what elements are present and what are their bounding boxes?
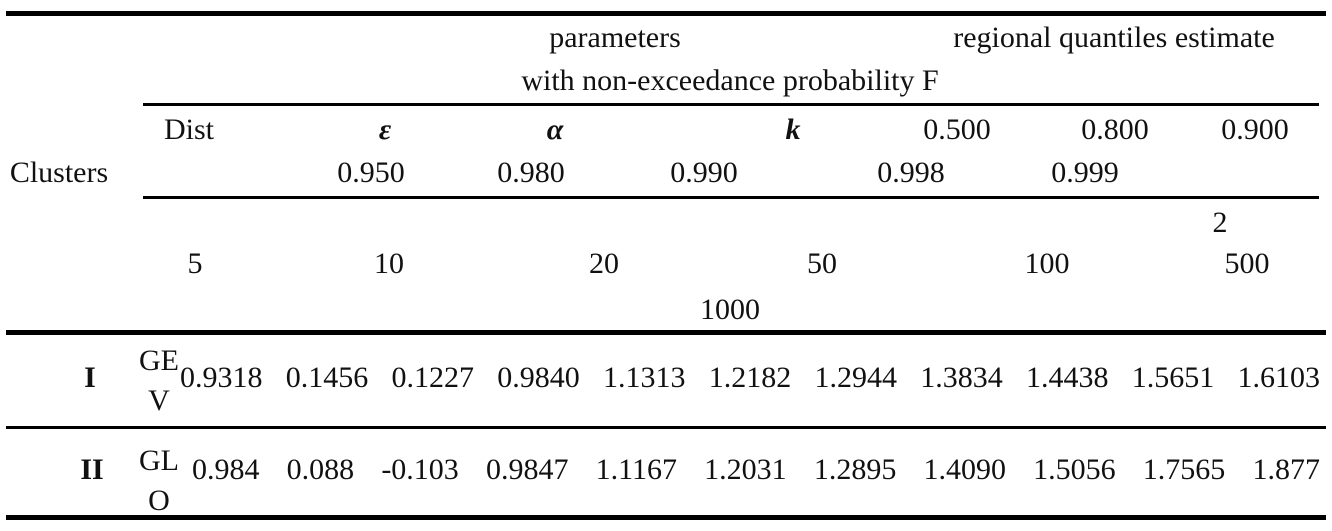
cell-value: 0.088 bbox=[286, 453, 355, 486]
col-header-epsilon: ε bbox=[378, 113, 392, 146]
return-period-100: 100 bbox=[1024, 247, 1070, 280]
return-period-1000: 1000 bbox=[700, 293, 760, 326]
rule-top bbox=[6, 11, 1326, 16]
cell-value: 1.4438 bbox=[1026, 361, 1109, 394]
row-1-cluster: I bbox=[84, 361, 96, 394]
f-value-0999: 0.999 bbox=[1051, 156, 1119, 189]
cell-value: 1.1313 bbox=[603, 361, 686, 394]
cell-value: 0.1227 bbox=[391, 361, 475, 394]
row-2-dist: GL O bbox=[137, 441, 181, 521]
row-2-dist-line2: O bbox=[148, 484, 170, 517]
cell-value: 0.9318 bbox=[180, 361, 263, 394]
rule-bottom bbox=[6, 515, 1326, 520]
cell-value: 0.1456 bbox=[285, 361, 369, 394]
col-header-dist: Dist bbox=[163, 113, 215, 146]
cell-value: 1.2944 bbox=[814, 361, 898, 394]
group-header-parameters: parameters bbox=[549, 21, 681, 54]
return-period-20: 20 bbox=[589, 247, 619, 280]
cell-value: 1.5651 bbox=[1131, 361, 1215, 394]
row-2-dist-line1: GL bbox=[139, 444, 179, 477]
cell-value: 1.1167 bbox=[595, 453, 678, 486]
cell-value: 1.2031 bbox=[704, 453, 787, 486]
rule-under-f-header bbox=[143, 196, 1319, 199]
return-period-5: 5 bbox=[187, 247, 203, 280]
return-period-500: 500 bbox=[1224, 247, 1270, 280]
return-period-2: 2 bbox=[1212, 206, 1228, 239]
cell-value: 0.9840 bbox=[497, 361, 580, 394]
rule-between-rows bbox=[6, 426, 1326, 429]
f-value-0980: 0.980 bbox=[497, 156, 565, 189]
cell-value: 1.877 bbox=[1252, 453, 1320, 486]
rule-above-data bbox=[6, 330, 1326, 335]
cell-value: 1.3834 bbox=[920, 361, 1003, 394]
row-1-values: 0.9318 0.1456 0.1227 0.9840 1.1313 1.218… bbox=[180, 361, 1320, 395]
col-header-alpha: α bbox=[546, 113, 564, 146]
cell-value: 1.6103 bbox=[1237, 361, 1321, 394]
f-value-0990: 0.990 bbox=[670, 156, 738, 189]
col-header-k: k bbox=[785, 113, 801, 146]
f-value-0500: 0.500 bbox=[923, 113, 991, 146]
row-1-dist-line1: GE bbox=[139, 344, 179, 377]
cell-value: 1.2895 bbox=[813, 453, 897, 486]
cell-value: 0.984 bbox=[192, 453, 260, 486]
col-header-clusters: Clusters bbox=[9, 156, 109, 189]
rule-under-group-header bbox=[143, 103, 1319, 106]
cell-value: 1.4090 bbox=[923, 453, 1006, 486]
cell-value: 1.2182 bbox=[708, 361, 792, 394]
f-value-0800: 0.800 bbox=[1081, 113, 1149, 146]
group-header-quantiles: regional quantiles estimate bbox=[953, 21, 1275, 54]
f-value-0900: 0.900 bbox=[1221, 113, 1289, 146]
return-period-50: 50 bbox=[807, 247, 837, 280]
f-value-0998: 0.998 bbox=[877, 156, 945, 189]
cell-value: 1.5056 bbox=[1033, 453, 1116, 486]
row-1-dist: GE V bbox=[137, 341, 181, 421]
f-value-0950: 0.950 bbox=[337, 156, 405, 189]
cell-value: -0.103 bbox=[381, 453, 459, 486]
row-2-values: 0.984 0.088 -0.103 0.9847 1.1167 1.2031 … bbox=[192, 453, 1320, 487]
row-2-cluster: II bbox=[80, 453, 104, 486]
return-period-10: 10 bbox=[374, 247, 404, 280]
cell-value: 1.7565 bbox=[1142, 453, 1226, 486]
group-header-quantiles-line2: with non-exceedance probability F bbox=[521, 64, 939, 97]
cell-value: 0.9847 bbox=[485, 453, 569, 486]
row-1-dist-line2: V bbox=[148, 384, 170, 417]
